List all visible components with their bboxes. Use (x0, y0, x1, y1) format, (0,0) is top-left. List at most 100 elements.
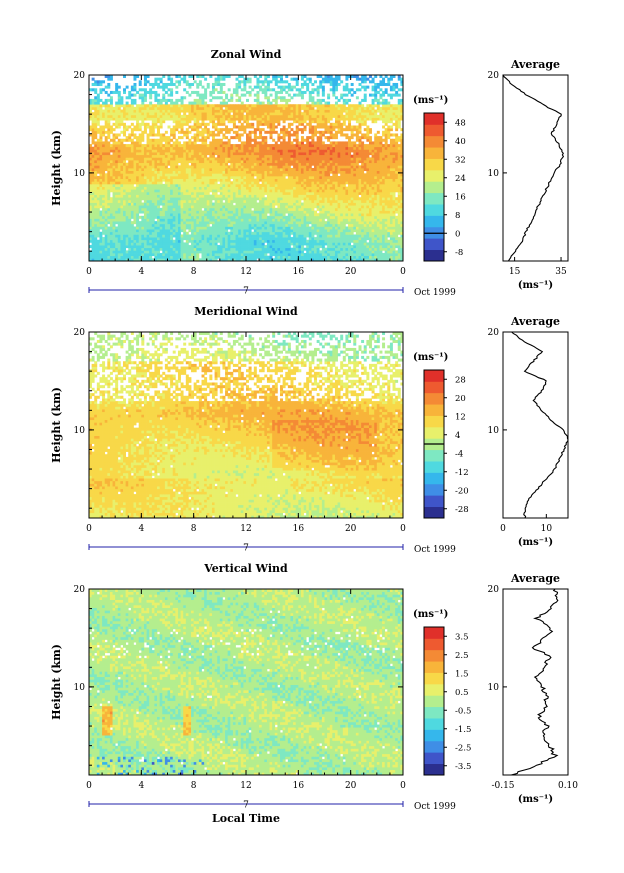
heatmap-cell (363, 223, 367, 227)
heatmap-cell (170, 245, 174, 249)
heatmap-cell (149, 202, 153, 206)
heatmap-cell (395, 253, 399, 257)
heatmap-cell (274, 218, 278, 222)
heatmap-cell (188, 202, 192, 206)
heatmap-cell (112, 197, 116, 201)
heatmap-cell (337, 183, 341, 187)
heatmap-cell (243, 221, 247, 225)
heatmap-cell (261, 226, 265, 230)
heatmap-cell (143, 175, 147, 179)
heatmap-cell (143, 231, 147, 235)
heatmap-cell (397, 207, 401, 211)
heatmap-cell (324, 242, 328, 246)
heatmap-cell (222, 247, 226, 251)
heatmap-cell (217, 237, 221, 241)
heatmap-cell (329, 250, 333, 254)
heatmap-cell (259, 162, 263, 166)
heatmap-cell (136, 165, 140, 169)
heatmap-cell (327, 245, 331, 249)
heatmap-cell (157, 194, 160, 198)
heatmap-cell (201, 250, 205, 254)
heatmap-cell (123, 146, 126, 150)
heatmap-cell (206, 189, 210, 193)
heatmap-cell (172, 149, 176, 153)
heatmap-cell (117, 215, 121, 219)
heatmap-cell (109, 162, 113, 166)
heatmap-cell (154, 186, 158, 190)
heatmap-cell (89, 160, 92, 164)
heatmap-cell (337, 226, 341, 230)
heatmap-cell (204, 234, 208, 238)
heatmap-cell (128, 175, 132, 179)
heatmap-cell (136, 173, 140, 177)
heatmap-cell (183, 221, 187, 225)
heatmap-cell (382, 245, 386, 249)
heatmap-cell (363, 250, 367, 254)
heatmap-cell (287, 250, 291, 254)
heatmap-cell (303, 223, 307, 227)
heatmap-cell (183, 197, 187, 201)
heatmap-cell (146, 234, 150, 238)
heatmap-cell (183, 213, 187, 217)
heatmap-cell (293, 231, 297, 235)
heatmap-cell (235, 197, 239, 201)
heatmap-cell (125, 170, 129, 174)
heatmap-cell (379, 213, 383, 217)
heatmap-cell (193, 157, 197, 161)
heatmap-cell (266, 210, 270, 214)
heatmap-cell (238, 178, 242, 182)
heatmap-cell (170, 173, 174, 177)
heatmap-cell (293, 186, 297, 190)
heatmap-cell (172, 181, 176, 185)
heatmap-cell (397, 239, 401, 243)
heatmap-cell (298, 165, 302, 169)
heatmap-cell (146, 242, 150, 246)
heatmap-cell (225, 213, 229, 217)
heatmap-cell (382, 165, 386, 169)
heatmap-cell (177, 229, 181, 233)
heatmap-cell (358, 253, 362, 257)
heatmap-cell (167, 146, 171, 150)
heatmap-cell (175, 146, 179, 150)
heatmap-cell (136, 199, 140, 203)
heatmap-cell (277, 175, 281, 179)
heatmap-cell (256, 207, 260, 211)
heatmap-cell (395, 183, 399, 187)
heatmap-cell (261, 199, 265, 203)
heatmap-cell (298, 168, 302, 172)
heatmap-cell (269, 221, 273, 225)
heatmap-cell (282, 160, 286, 164)
heatmap-cell (99, 245, 103, 249)
heatmap-cell (177, 173, 181, 177)
heatmap-cell (206, 234, 210, 238)
heatmap-cell (355, 181, 359, 185)
heatmap-cell (332, 255, 336, 259)
heatmap-cell (185, 191, 189, 195)
heatmap-cell (89, 218, 92, 222)
heatmap-cell (120, 210, 124, 214)
heatmap-cell (246, 231, 249, 235)
heatmap-cell (225, 197, 229, 201)
heatmap-cell (89, 168, 92, 172)
heatmap-cell (358, 229, 362, 233)
heatmap-cell (303, 239, 307, 243)
heatmap-cell (314, 231, 317, 235)
heatmap-cell (316, 154, 320, 158)
heatmap-cell (379, 178, 383, 182)
heatmap-cell (164, 205, 168, 209)
heatmap-cell (232, 189, 236, 193)
heatmap-cell (162, 197, 166, 201)
heatmap-cell (392, 223, 396, 227)
heatmap-cell (300, 183, 304, 187)
heatmap-cell (277, 183, 281, 187)
heatmap-cell (389, 223, 393, 227)
heatmap-cell (376, 205, 380, 209)
heatmap-cell (379, 247, 383, 251)
heatmap-cell (141, 221, 145, 225)
heatmap-cell (358, 160, 362, 164)
heatmap-cell (337, 223, 341, 227)
heatmap-cell (314, 199, 317, 203)
heatmap-cell (238, 160, 242, 164)
heatmap-cell (324, 197, 328, 201)
heatmap-cell (274, 229, 278, 233)
